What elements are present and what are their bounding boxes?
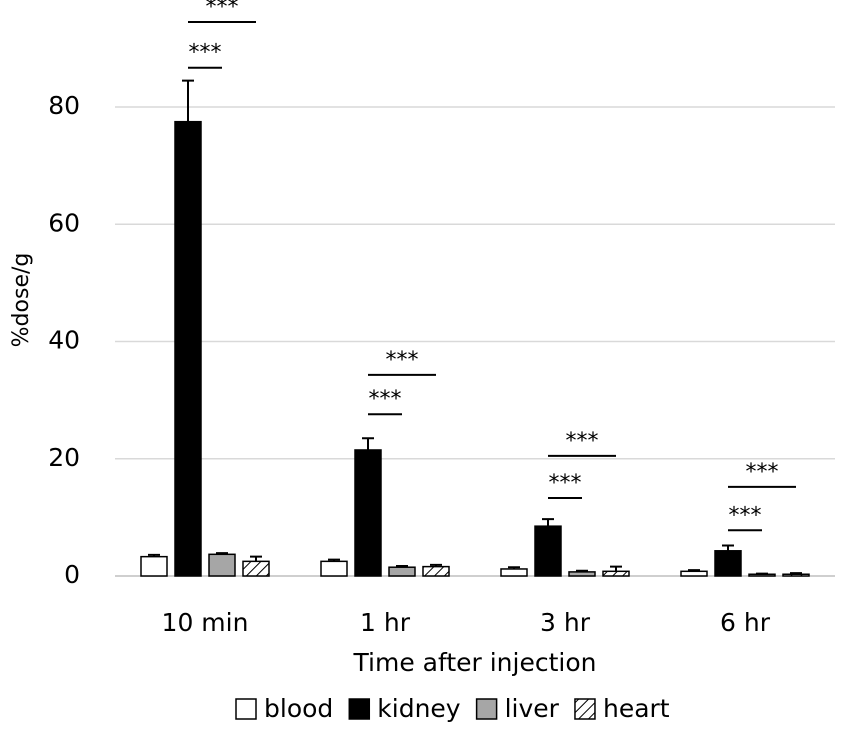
bar [714,550,742,577]
y-tick-label: 40 [48,326,80,355]
error-bar [722,544,734,551]
significance-label: *** [729,503,762,528]
significance-label: *** [549,471,582,496]
x-axis-title: Time after injection [353,648,597,677]
bar [208,553,236,577]
error-bar [182,79,194,122]
bar [320,560,348,577]
x-tick-label: 1 hr [360,608,411,637]
bar [568,571,596,577]
legend-label: kidney [377,694,461,723]
significance-label: *** [369,387,402,412]
error-bar [576,569,588,572]
error-bar [148,553,160,557]
y-tick-label: 60 [48,208,80,237]
bar [174,120,202,577]
bar [782,573,810,577]
significance-label: *** [746,460,779,485]
error-bar [250,555,262,562]
bar [602,570,630,577]
bar [534,525,562,577]
y-tick-label: 80 [48,91,80,120]
error-bar [756,572,768,575]
legend-swatch [235,698,257,720]
error-bar [328,558,340,562]
legend-swatch [574,698,596,720]
legend-swatch [348,698,371,720]
bar [680,570,708,577]
y-tick-label: 20 [48,443,80,472]
legend-label: blood [264,694,333,723]
legend-swatch [475,698,498,720]
legend-label: heart [603,694,670,723]
error-bar [362,437,374,450]
legend-label: liver [505,694,560,723]
y-axis-title: %dose/g [9,253,34,348]
error-bar [396,565,408,568]
bar [422,565,450,577]
error-bar [542,518,554,527]
x-tick-label: 10 min [162,608,249,637]
bar [500,568,528,577]
significance-label: *** [189,41,222,66]
bar [354,449,382,577]
significance-label: *** [206,0,239,20]
error-bar [508,566,520,569]
error-bar [790,572,802,575]
bar [140,555,168,577]
bar [388,566,416,577]
x-tick-label: 3 hr [540,608,591,637]
error-bar [610,565,622,572]
significance-label: *** [566,429,599,454]
bar [242,560,270,577]
error-bar [430,563,442,567]
error-bar [216,552,228,555]
x-tick-label: 6 hr [720,608,771,637]
error-bar [688,569,700,572]
y-tick-label: 0 [64,560,80,589]
significance-label: *** [386,348,419,373]
